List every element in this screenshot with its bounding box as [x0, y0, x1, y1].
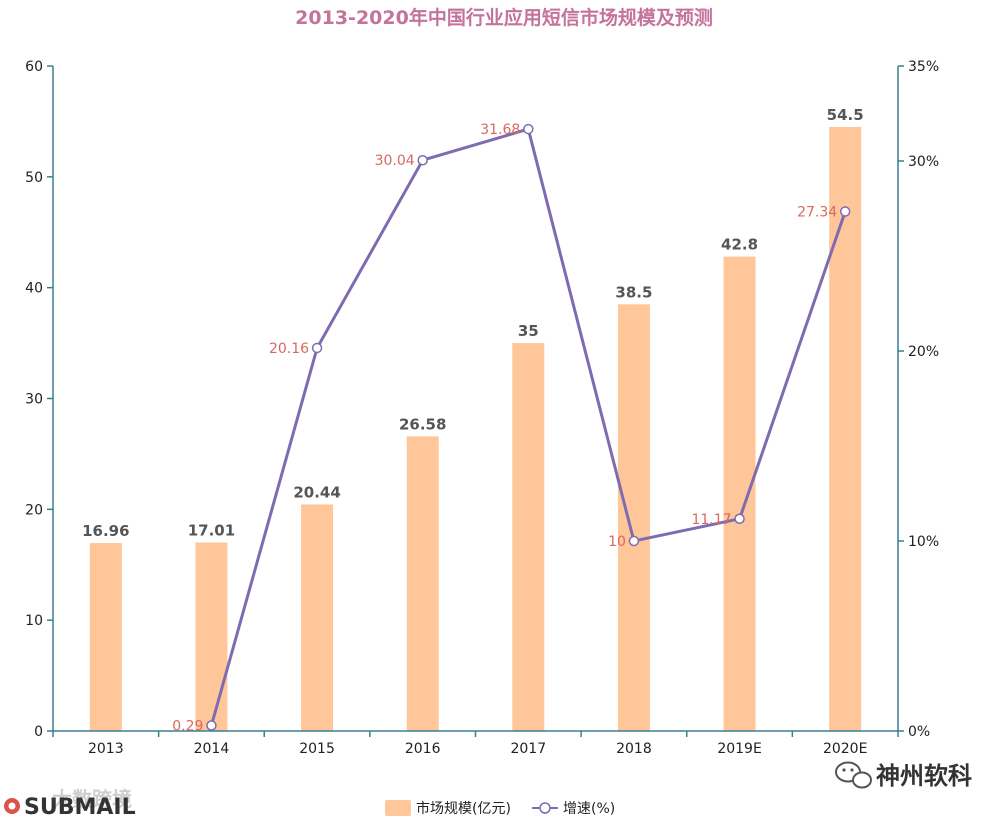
y-left-tick-label-20: 20 — [25, 502, 43, 518]
bar-value-label-2019E: 42.8 — [721, 236, 758, 254]
legend: 市场规模(亿元) 增速(%) — [385, 800, 615, 817]
legend-bar-label: 市场规模(亿元) — [416, 800, 511, 817]
y-left-tick-label-10: 10 — [25, 613, 43, 629]
y-right-tick-label-10: 10% — [908, 534, 939, 550]
y-right-tick-label-0: 0% — [908, 724, 930, 740]
x-tick-label-2017: 2017 — [510, 741, 546, 757]
bar-2014 — [195, 542, 228, 731]
y-right-tick-label-30: 30% — [908, 154, 939, 170]
watermark-left-text: SUBMAIL — [24, 795, 136, 820]
labels-layer: 16.96 17.01 20.44 26.58 35 38.5 42.8 54.5 0.29 20… — [82, 106, 864, 735]
x-tick-label-2015: 2015 — [299, 741, 335, 757]
x-tick-label-2019E: 2019E — [717, 741, 761, 757]
x-tick-label-2016: 2016 — [405, 741, 441, 757]
x-tick-label-2013: 2013 — [88, 741, 124, 757]
y-left-tick-label-50: 50 — [25, 170, 43, 186]
growth-value-label-2018: 10 — [608, 534, 626, 550]
bar-2020E — [829, 126, 862, 732]
y-left-tick-label-30: 30 — [25, 392, 43, 408]
bar-2016 — [406, 436, 439, 731]
growth-point-2015 — [311, 342, 323, 354]
bar-2018 — [617, 304, 650, 731]
bar-value-label-2015: 20.44 — [293, 483, 340, 501]
growth-value-label-2015: 20.16 — [269, 341, 309, 357]
watermark-left-faint: 大数跨境 — [52, 787, 132, 811]
chart-title: 2013-2020年中国行业应用短信市场规模及预测 — [295, 6, 713, 29]
bar-2015 — [301, 504, 334, 731]
bar-value-label-2013: 16.96 — [82, 522, 129, 540]
growth-point-2014 — [206, 720, 217, 731]
y-left-tick-label-40: 40 — [25, 281, 43, 297]
legend-line-label: 增速(%) — [563, 801, 615, 817]
watermark-right-text: 神州软科 — [876, 762, 972, 790]
x-tick-label-2018: 2018 — [616, 741, 652, 757]
growth-value-label-2017: 31.68 — [480, 122, 520, 138]
growth-value-label-2016: 30.04 — [375, 153, 415, 169]
bar-2017 — [512, 343, 545, 731]
bar-2019E — [723, 256, 756, 731]
y-left-tick-label-60: 60 — [25, 59, 43, 75]
growth-point-2019E — [734, 513, 745, 525]
bar-value-label-2014: 17.01 — [188, 521, 235, 539]
watermark-right: 神州软科 — [835, 761, 972, 790]
bar-value-label-2016: 26.58 — [399, 415, 446, 433]
x-tick-label-2014: 2014 — [194, 741, 230, 757]
growth-point-2016 — [417, 154, 428, 166]
growth-point-2018 — [628, 535, 640, 547]
bar-value-label-2018: 38.5 — [615, 283, 652, 301]
bar-2013 — [89, 543, 122, 731]
submail-logo-inner-icon — [8, 802, 16, 810]
bar-value-label-2017: 35 — [518, 322, 539, 340]
axes-layer: 0 10 20 30 40 50 60 0% 10% 20% 30% 35% 2013 2014 2015 2… — [25, 59, 939, 757]
growth-value-label-2019E: 11.17 — [691, 512, 731, 528]
legend-line-marker — [539, 802, 551, 814]
y-right-tick-label-35: 35% — [908, 59, 939, 75]
growth-value-label-2014: 0.29 — [172, 718, 203, 734]
bar-value-label-2020E: 54.5 — [827, 106, 864, 124]
growth-value-label-2020E: 27.34 — [797, 205, 837, 221]
growth-point-2020E — [839, 206, 851, 217]
wechat-icon — [835, 761, 872, 789]
bars-layer — [89, 126, 862, 732]
growth-point-2017 — [523, 123, 534, 135]
watermark-left: 大数跨境 SUBMAIL — [4, 787, 136, 820]
y-right-tick-label-20: 20% — [908, 344, 939, 360]
line-layer — [206, 123, 851, 731]
x-tick-label-2020E: 2020E — [823, 741, 867, 757]
legend-bar-swatch — [385, 800, 411, 816]
y-left-tick-label-0: 0 — [34, 724, 43, 740]
